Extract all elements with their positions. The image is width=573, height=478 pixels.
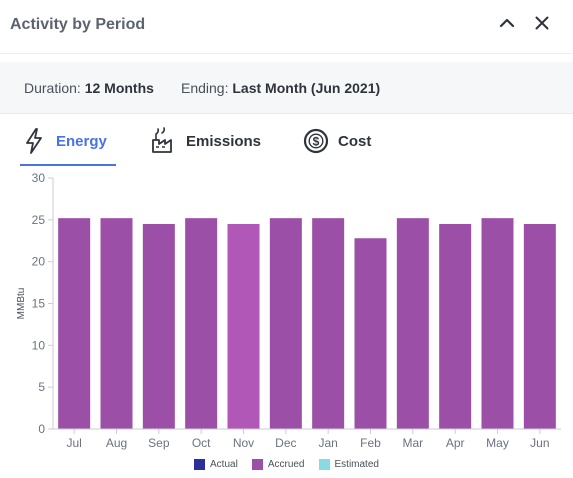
bar-jul[interactable] — [58, 218, 91, 429]
y-tick-label: 15 — [32, 297, 46, 311]
bar-dec[interactable] — [269, 218, 302, 429]
tab-cost-label: Cost — [338, 132, 372, 150]
y-axis: 0 5 10 15 20 25 30 MMBtu — [16, 171, 54, 436]
legend-swatch-estimated — [318, 458, 330, 470]
legend-label-accrued: Accrued — [267, 458, 305, 470]
tab-energy[interactable]: Energy — [20, 118, 116, 166]
energy-bar-chart: 0 5 10 15 20 25 30 MMBtu Jul Aug Sep Oct Nov Dec Jan F… — [16, 171, 561, 450]
bar-nov[interactable] — [227, 224, 260, 429]
close-button[interactable] — [529, 10, 555, 36]
collapse-button[interactable] — [494, 10, 520, 36]
legend-label-actual: Actual — [210, 458, 238, 470]
metric-tabs: Energy Emissions $ Cost — [0, 118, 573, 166]
legend-label-estimated: Estimated — [334, 458, 379, 470]
tab-energy-label: Energy — [56, 132, 107, 150]
svg-text:$: $ — [313, 135, 320, 149]
tab-cost[interactable]: $ Cost — [302, 118, 371, 164]
panel-title: Activity by Period — [10, 16, 146, 33]
tab-emissions[interactable]: Emissions — [150, 118, 261, 164]
dollar-coin-icon: $ — [302, 127, 330, 155]
x-tick-label: Jul — [66, 436, 81, 450]
bar-feb[interactable] — [354, 238, 387, 429]
period-summary-bar: Duration: 12 Months Ending: Last Month (… — [0, 62, 573, 114]
bar-jun[interactable] — [523, 224, 556, 429]
ending-label: Ending: — [181, 80, 229, 96]
legend-swatch-actual — [194, 458, 206, 470]
x-tick-label: Jan — [318, 436, 337, 450]
x-tick-label: Dec — [275, 436, 296, 450]
chart-legend: Actual Accrued Estimated — [0, 456, 573, 472]
x-tick-label: Sep — [148, 436, 170, 450]
legend-item-actual[interactable]: Actual — [194, 456, 238, 472]
lightning-icon — [20, 127, 48, 155]
bar-apr[interactable] — [439, 224, 472, 429]
legend-item-accrued[interactable]: Accrued — [251, 456, 305, 472]
x-tick-label: May — [486, 436, 509, 450]
x-tick-label: Aug — [106, 436, 127, 450]
legend-item-estimated[interactable]: Estimated — [318, 456, 379, 472]
legend-swatch-accrued — [251, 458, 263, 470]
bar-may[interactable] — [481, 218, 514, 429]
x-tick-label: Nov — [233, 436, 254, 450]
y-tick-label: 20 — [32, 255, 46, 269]
y-tick-label: 0 — [38, 422, 45, 436]
x-tick-label: Feb — [360, 436, 381, 450]
bar-oct[interactable] — [185, 218, 218, 429]
duration-value: 12 Months — [84, 80, 154, 96]
tab-emissions-label: Emissions — [186, 132, 262, 150]
ending-value: Last Month (Jun 2021) — [232, 80, 381, 96]
y-axis-title: MMBtu — [16, 288, 27, 320]
bar-aug[interactable] — [100, 218, 133, 429]
x-axis: Jul Aug Sep Oct Nov Dec Jan Feb Mar Apr May Jun — [53, 428, 561, 450]
y-tick-label: 10 — [32, 338, 46, 352]
close-icon — [535, 16, 549, 30]
y-tick-label: 30 — [32, 171, 46, 185]
x-tick-label: Oct — [192, 436, 211, 450]
bars-group — [58, 218, 556, 429]
x-tick-label: Mar — [402, 436, 423, 450]
bar-jan[interactable] — [312, 218, 345, 429]
bar-sep[interactable] — [142, 224, 175, 429]
y-tick-label: 5 — [38, 380, 45, 394]
duration-info: Duration: 12 Months — [24, 80, 154, 96]
y-tick-label: 25 — [32, 213, 46, 227]
ending-info: Ending: Last Month (Jun 2021) — [181, 80, 380, 96]
x-tick-label: Jun — [530, 436, 549, 450]
chevron-up-icon — [499, 18, 515, 28]
factory-icon — [150, 127, 178, 155]
panel-header: Activity by Period — [0, 0, 573, 54]
duration-label: Duration: — [24, 80, 81, 96]
x-tick-label: Apr — [446, 436, 465, 450]
bar-mar[interactable] — [396, 218, 429, 429]
